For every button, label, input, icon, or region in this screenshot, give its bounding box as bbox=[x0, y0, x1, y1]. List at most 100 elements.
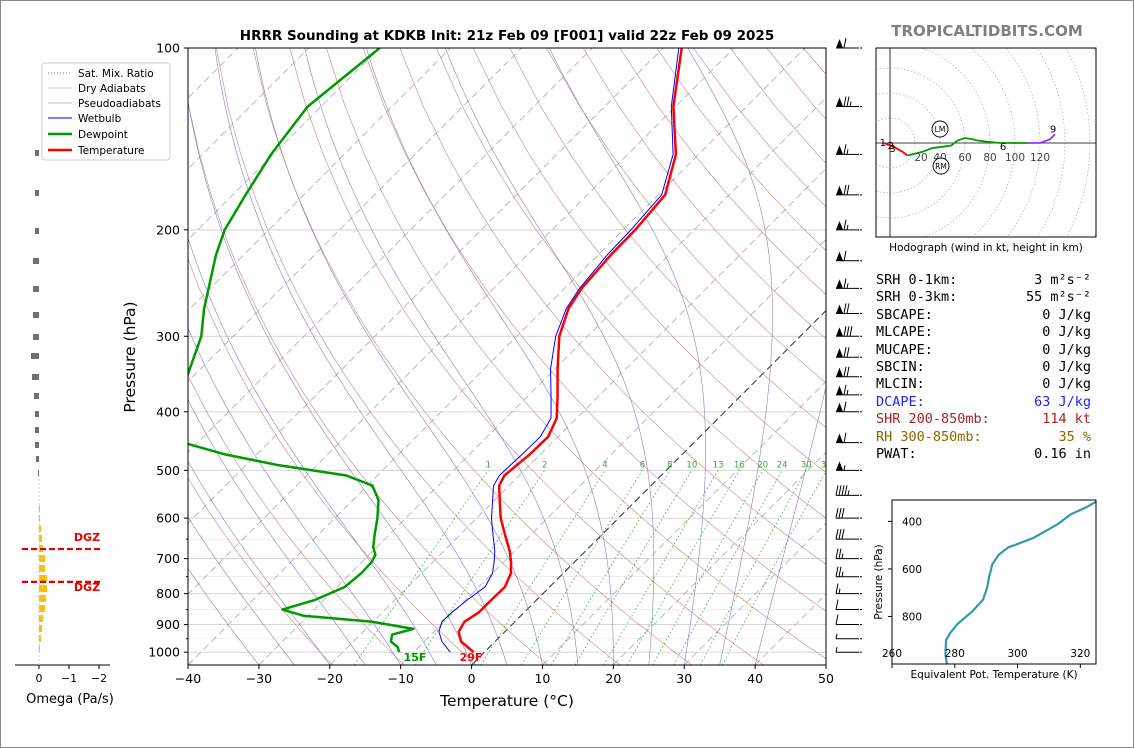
storm-motion-marker bbox=[931, 120, 949, 138]
x-tick-label: −20 bbox=[317, 671, 343, 686]
pseudoadiabat bbox=[188, 460, 331, 665]
mixing-ratio-line bbox=[574, 470, 693, 665]
wind-barb bbox=[835, 485, 862, 496]
omega-bar bbox=[35, 190, 39, 196]
dry-adiabat bbox=[399, 48, 826, 565]
barb-flag bbox=[846, 184, 850, 195]
wind-barb bbox=[836, 219, 862, 231]
omega-bar bbox=[33, 312, 39, 318]
barb-flag bbox=[846, 347, 850, 358]
hodograph-height-label: 3 bbox=[889, 144, 895, 155]
mixing-ratio-label: 20 bbox=[757, 460, 768, 470]
wind-barb bbox=[835, 548, 862, 560]
dry-adiabat bbox=[216, 48, 621, 665]
barb-pennant bbox=[836, 402, 843, 412]
barb-flag bbox=[838, 566, 842, 577]
storm-motion-label: LM bbox=[935, 125, 946, 134]
theta-y-tick-label: 600 bbox=[902, 564, 922, 576]
index-row: PWAT: 0.16 in bbox=[876, 446, 1091, 463]
legend: Sat. Mix. Ratio Dry Adiabats Pseudoadiab… bbox=[41, 62, 171, 161]
barb-flag bbox=[849, 326, 853, 337]
wind-barb bbox=[835, 566, 862, 578]
barb-pennant bbox=[836, 145, 843, 155]
index-name: SHR 200-850mb: bbox=[876, 411, 990, 428]
barb-flag bbox=[843, 432, 847, 443]
omega-bar bbox=[31, 353, 39, 359]
barb-half-flag bbox=[846, 283, 849, 289]
index-value: 0 J/kg bbox=[1042, 306, 1091, 323]
barb-flag bbox=[843, 326, 847, 337]
mixing-ratio-label: 1 bbox=[486, 460, 491, 470]
barb-flag bbox=[846, 303, 850, 314]
barb-flag bbox=[843, 303, 847, 314]
isotherm bbox=[188, 48, 593, 453]
index-value: 114 kt bbox=[1042, 411, 1091, 428]
mixing-ratio-line bbox=[721, 470, 826, 665]
index-value: 35 % bbox=[1058, 428, 1091, 445]
legend-label: Temperature bbox=[77, 145, 145, 157]
index-row: MLCAPE: 0 J/kg bbox=[876, 324, 1091, 341]
hodograph-height-label: 9 bbox=[1050, 124, 1056, 135]
isotherm bbox=[188, 48, 380, 241]
theta-y-tick-label: 400 bbox=[902, 516, 922, 528]
omega-bar bbox=[39, 575, 47, 582]
wind-barb bbox=[836, 96, 862, 108]
index-name: MLCAPE: bbox=[876, 324, 933, 341]
zero-isotherm bbox=[471, 309, 826, 665]
barb-flag bbox=[843, 250, 847, 261]
wind-barb bbox=[835, 633, 862, 640]
barb-half-flag bbox=[841, 553, 844, 559]
hodograph-ring-label: 20 bbox=[914, 152, 927, 164]
barb-half-flag bbox=[835, 633, 838, 639]
index-name: MUCAPE: bbox=[876, 341, 933, 358]
barb-pennant bbox=[836, 385, 843, 395]
theta-x-tick-label: 260 bbox=[882, 648, 902, 660]
chart-title: HRRR Sounding at KDKB Init: 21z Feb 09 [… bbox=[240, 28, 774, 44]
theta-e-y-label: Pressure (hPa) bbox=[873, 544, 885, 619]
isotherm bbox=[188, 48, 735, 595]
barb-half-flag bbox=[835, 647, 838, 653]
dry-adiabat bbox=[188, 374, 405, 665]
legend-label: Pseudoadiabats bbox=[78, 98, 161, 110]
omega-bar bbox=[35, 411, 39, 417]
sounding-indices: SRH 0-1km: 3 m²s⁻² SRH 0-3km: 55 m²s⁻² SBCAP… bbox=[876, 272, 1091, 463]
x-tick-label: 20 bbox=[605, 671, 621, 686]
theta-y-tick-label: 800 bbox=[902, 611, 922, 623]
index-value: 0 J/kg bbox=[1042, 341, 1091, 358]
omega-tick-label: 0 bbox=[36, 672, 43, 685]
wind-barb bbox=[835, 508, 862, 519]
barb-flag bbox=[843, 278, 847, 289]
barb-flag bbox=[835, 614, 839, 625]
theta-e-axes: 260 280 300 320 400 600 800 bbox=[882, 516, 1090, 668]
barb-half-flag bbox=[838, 588, 841, 594]
skewt-plot-border bbox=[187, 47, 827, 666]
hodograph-segment bbox=[1027, 133, 1056, 144]
x-tick-label: −40 bbox=[175, 671, 201, 686]
x-tick-label: 0 bbox=[468, 671, 476, 686]
wind-barb bbox=[835, 614, 862, 626]
omega-bar bbox=[39, 515, 40, 522]
index-name: SRH 0-3km: bbox=[876, 289, 958, 306]
barb-flag bbox=[843, 144, 847, 155]
x-tick-label: 10 bbox=[534, 671, 550, 686]
barb-flag bbox=[838, 529, 842, 540]
hodograph-height-label: 6 bbox=[1000, 142, 1006, 153]
isotherm bbox=[613, 451, 826, 665]
legend-label: Dewpoint bbox=[78, 129, 128, 141]
wind-barb bbox=[836, 144, 862, 155]
omega-bar bbox=[39, 555, 45, 562]
index-row: RH 300-850mb: 35 % bbox=[876, 429, 1091, 446]
barb-half-flag bbox=[846, 224, 849, 230]
mixing-ratio-label: 4 bbox=[602, 460, 607, 470]
index-row: SRH 0-1km: 3 m²s⁻² bbox=[876, 272, 1091, 289]
omega-bar bbox=[32, 374, 39, 380]
mixing-ratio-label: 2 bbox=[542, 460, 547, 470]
pseudoadiabat bbox=[304, 48, 579, 665]
mixing-ratio-label: 16 bbox=[734, 460, 745, 470]
isotherm bbox=[188, 48, 310, 170]
hodograph-segment bbox=[883, 142, 909, 157]
barb-flag bbox=[846, 366, 850, 377]
wind-barb bbox=[836, 432, 862, 444]
hodograph-ring-label: 80 bbox=[983, 152, 996, 164]
